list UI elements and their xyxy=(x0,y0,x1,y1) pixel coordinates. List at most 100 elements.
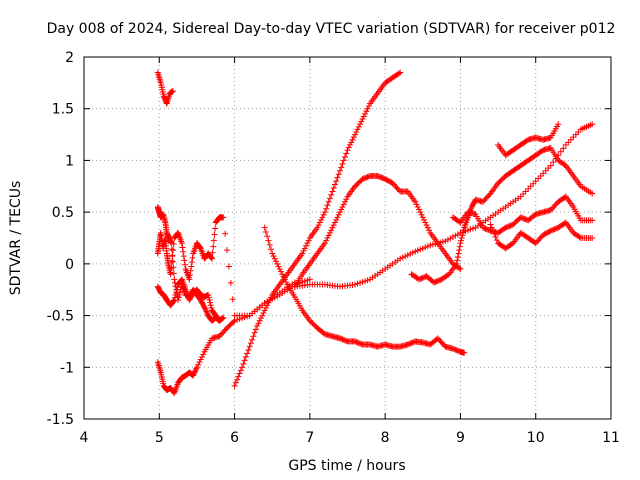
data-point-marker xyxy=(202,307,209,314)
data-point-marker xyxy=(340,201,347,208)
data-point-marker xyxy=(208,255,215,262)
data-point-marker xyxy=(333,216,340,223)
data-point-marker xyxy=(355,123,362,130)
data-point-marker xyxy=(354,280,361,287)
data-point-marker xyxy=(433,278,440,285)
data-point-marker xyxy=(172,291,179,298)
data-point-marker xyxy=(506,223,513,230)
data-point-marker xyxy=(301,245,308,252)
data-point-marker xyxy=(252,326,259,333)
data-point-marker xyxy=(251,329,258,336)
data-point-marker xyxy=(196,359,203,366)
data-point-marker xyxy=(359,116,366,123)
data-point-marker xyxy=(364,105,371,112)
data-point-marker xyxy=(518,214,525,221)
data-point-marker xyxy=(532,178,539,185)
data-point-marker xyxy=(229,296,236,303)
data-point-marker xyxy=(418,211,425,218)
data-point-marker xyxy=(374,172,381,179)
x-tick-label: 4 xyxy=(80,430,89,446)
data-point-marker xyxy=(402,253,409,260)
data-point-marker xyxy=(457,266,464,273)
y-tick-label: 1.5 xyxy=(52,102,74,118)
data-point-marker xyxy=(379,175,386,182)
data-point-marker xyxy=(542,230,549,237)
data-point-marker xyxy=(389,180,396,187)
data-point-marker xyxy=(303,242,310,249)
data-point-marker xyxy=(359,176,366,183)
data-point-marker xyxy=(454,347,461,354)
data-point-marker xyxy=(407,250,414,257)
data-point-marker xyxy=(421,216,428,223)
data-point-marker xyxy=(325,198,332,205)
data-point-marker xyxy=(249,336,256,343)
series-s10 xyxy=(408,145,596,286)
data-point-marker xyxy=(487,221,494,228)
data-point-marker xyxy=(437,338,444,345)
data-point-marker xyxy=(416,276,423,283)
data-point-marker xyxy=(272,258,279,265)
data-point-marker xyxy=(347,141,354,148)
data-point-marker xyxy=(444,272,451,279)
data-point-marker xyxy=(245,347,252,354)
data-point-marker xyxy=(460,227,467,234)
data-point-marker xyxy=(589,190,596,197)
data-point-marker xyxy=(334,214,341,221)
x-tick-label: 5 xyxy=(155,430,164,446)
data-point-marker xyxy=(482,225,489,232)
data-point-marker xyxy=(540,170,547,177)
data-point-marker xyxy=(352,281,359,288)
data-point-marker xyxy=(377,173,384,180)
data-point-marker xyxy=(230,318,237,325)
data-point-marker xyxy=(254,322,261,329)
data-point-marker xyxy=(343,337,350,344)
data-point-marker xyxy=(269,250,276,257)
data-point-marker xyxy=(191,369,198,376)
data-point-marker xyxy=(323,237,330,244)
data-point-marker xyxy=(486,191,493,198)
data-point-marker xyxy=(242,353,249,360)
data-point-marker xyxy=(456,247,463,254)
data-point-marker xyxy=(212,225,219,232)
data-point-marker xyxy=(502,224,509,231)
data-point-marker xyxy=(219,315,226,322)
data-point-marker xyxy=(334,174,341,181)
data-point-marker xyxy=(231,317,238,324)
data-point-marker xyxy=(169,88,176,95)
data-point-marker xyxy=(544,229,551,236)
data-point-marker xyxy=(456,265,463,272)
data-point-marker xyxy=(503,224,510,231)
data-point-marker xyxy=(521,215,528,222)
data-point-marker xyxy=(508,241,515,248)
data-point-marker xyxy=(339,203,346,210)
data-point-marker xyxy=(189,254,196,261)
series-s2 xyxy=(154,276,313,397)
data-point-marker xyxy=(354,339,361,346)
series-s11 xyxy=(449,193,596,236)
data-point-marker xyxy=(203,308,210,315)
data-point-marker xyxy=(589,217,596,224)
data-point-marker xyxy=(488,224,495,231)
data-point-marker xyxy=(560,145,567,152)
data-point-marker xyxy=(561,194,568,201)
data-point-marker xyxy=(239,364,246,371)
data-point-marker xyxy=(457,240,464,247)
x-tick-label: 9 xyxy=(456,430,465,446)
data-point-marker xyxy=(234,376,241,383)
x-tick-label: 10 xyxy=(527,430,545,446)
data-point-marker xyxy=(461,349,468,356)
data-point-marker xyxy=(208,304,215,311)
data-point-marker xyxy=(353,128,360,135)
data-point-marker xyxy=(190,371,197,378)
data-point-marker xyxy=(414,247,421,254)
data-point-marker xyxy=(195,361,202,368)
data-point-marker xyxy=(264,302,271,309)
data-point-marker xyxy=(210,243,217,250)
data-point-marker xyxy=(320,211,327,218)
data-point-marker xyxy=(531,212,538,219)
data-point-marker xyxy=(362,175,369,182)
data-point-marker xyxy=(331,181,338,188)
data-point-marker xyxy=(261,224,268,231)
data-point-marker xyxy=(265,299,272,306)
